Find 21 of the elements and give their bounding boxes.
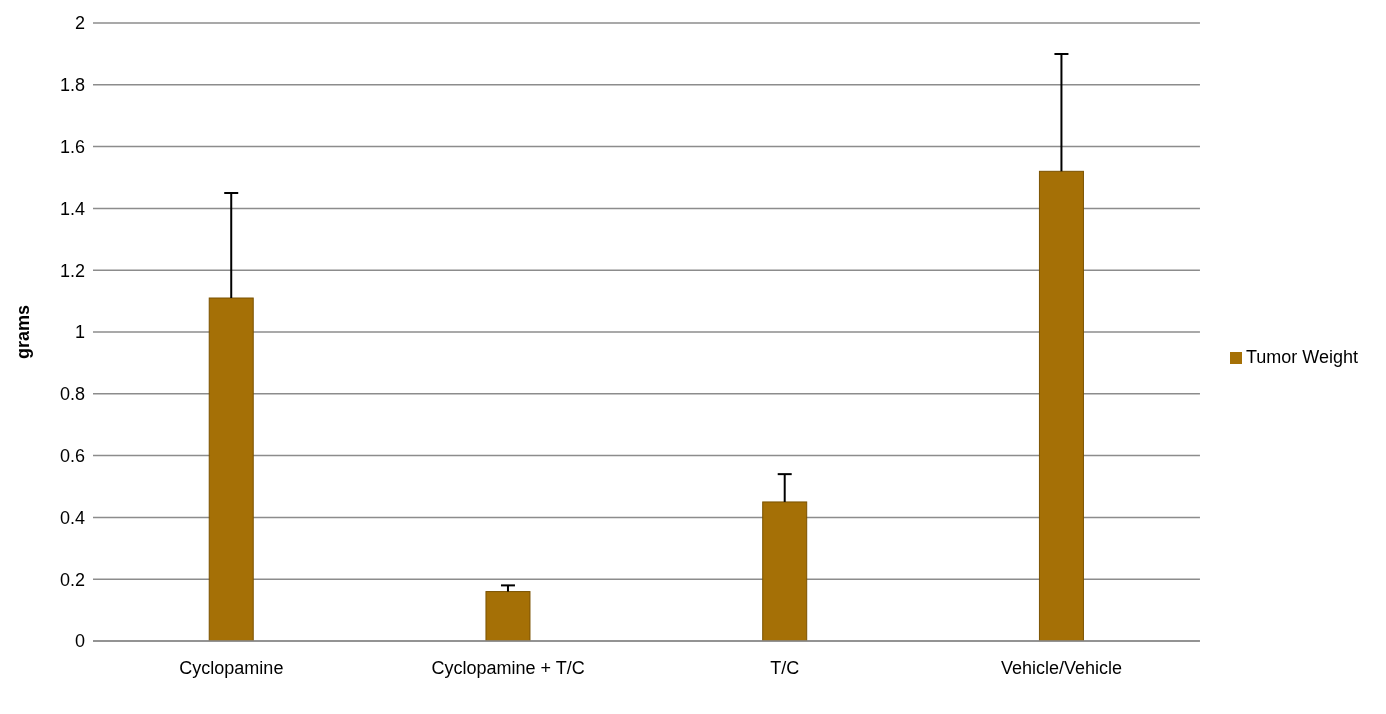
y-tick-label: 0.6 [59,445,85,466]
x-tick-label: Cyclopamine + T/C [431,657,585,678]
y-tick-label: 0.2 [59,569,85,590]
x-tick-label: Vehicle/Vehicle [1001,657,1123,678]
y-tick-label: 1.6 [59,136,85,157]
bar [762,501,808,641]
x-tick-label: Cyclopamine [179,657,284,678]
y-tick-label: 0.8 [59,384,85,405]
y-tick-label: 1.4 [59,198,85,219]
bar [1038,170,1084,641]
y-tick-label: 2 [74,13,85,34]
y-tick-label: 1 [74,322,85,343]
y-tick-label: 1.8 [59,75,85,96]
x-tick-label: T/C [770,657,800,678]
bar [208,297,254,641]
bar [485,591,531,641]
y-tick-label: 0 [74,631,85,652]
y-tick-label: 1.2 [59,260,85,281]
y-tick-label: 0.4 [59,507,85,528]
legend-label: Tumor Weight [1245,346,1358,367]
y-axis-title: grams [13,304,34,360]
